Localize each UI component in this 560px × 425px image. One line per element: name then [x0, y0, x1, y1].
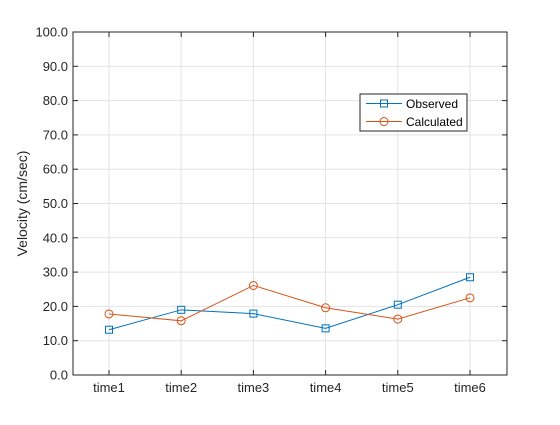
- observed-point: [393, 300, 402, 309]
- legend-item-calculated: Calculated: [366, 115, 463, 129]
- legend-item-observed: Observed: [366, 97, 458, 111]
- calculated-point: [321, 303, 331, 313]
- y-axis-ticks: 0.0 10.0 20.0 30.0 40.0 50.0 60.0 70.0 80.0 90.0 1…: [35, 25, 507, 383]
- y-tick-label: 0.0: [50, 368, 68, 383]
- observed-point: [105, 325, 113, 334]
- x-tick-label: time2: [165, 380, 197, 395]
- y-tick-label: 30.0: [43, 265, 68, 280]
- y-tick-label: 100.0: [35, 25, 68, 40]
- y-tick-label: 20.0: [43, 299, 68, 314]
- calculated-point: [393, 314, 403, 324]
- y-tick-label: 70.0: [43, 127, 68, 142]
- observed-point: [321, 324, 330, 333]
- x-tick-label: time1: [93, 380, 125, 395]
- y-tick-label: 90.0: [43, 59, 68, 74]
- y-axis-label: Velocity (cm/sec): [14, 151, 30, 257]
- calculated-line: [108, 284, 471, 322]
- calculated-point: [104, 309, 114, 319]
- observed-line: [108, 276, 471, 331]
- y-tick-label: 10.0: [43, 333, 68, 348]
- calculated-series: [104, 280, 475, 326]
- legend-label-calculated: Calculated: [406, 115, 463, 129]
- grid-lines: [73, 32, 507, 375]
- x-tick-label: time3: [238, 380, 270, 395]
- y-tick-label: 80.0: [43, 93, 68, 108]
- series-group: [104, 273, 475, 334]
- calculated-point: [465, 293, 475, 303]
- legend-marker-observed: [380, 99, 388, 108]
- observed-point: [177, 305, 186, 314]
- observed-point: [466, 273, 474, 282]
- observed-point: [249, 309, 258, 318]
- calculated-point: [176, 316, 186, 326]
- x-tick-label: time4: [310, 380, 342, 395]
- x-axis-ticks: time1 time2 time3 time4 time5 time6: [93, 32, 486, 395]
- legend-box: [359, 93, 468, 132]
- x-tick-label: time6: [454, 380, 486, 395]
- legend-label-observed: Observed: [406, 97, 458, 111]
- y-tick-label: 40.0: [43, 230, 68, 245]
- legend-marker-calculated: [379, 117, 389, 126]
- x-tick-label: time5: [382, 380, 414, 395]
- calculated-point: [248, 280, 258, 290]
- y-tick-label: 60.0: [43, 162, 68, 177]
- legend: Observed Calculated: [359, 93, 468, 132]
- observed-series: [105, 273, 474, 334]
- y-tick-label: 50.0: [43, 196, 68, 211]
